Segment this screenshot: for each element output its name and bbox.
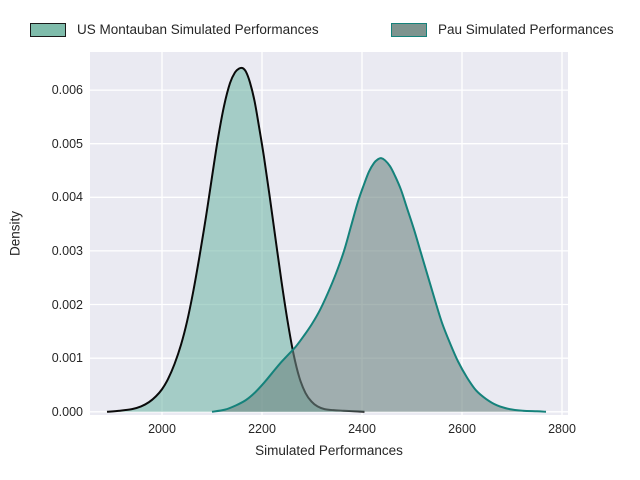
y-tick-label: 0.000 [51,404,83,419]
x-axis-title: Simulated Performances [255,443,403,458]
y-tick-label: 0.002 [51,297,83,312]
x-tick-label: 2000 [148,422,176,436]
kde-fill-montauban [107,67,365,412]
legend-swatch-montauban [30,22,66,37]
kde-plot [90,52,568,415]
x-tick-label: 2200 [248,422,276,436]
plot-area [90,52,568,415]
legend-swatch-pau [391,22,427,37]
legend-label-montauban: US Montauban Simulated Performances [77,22,319,37]
x-tick-label: 2400 [348,422,376,436]
kde-line-pau [211,157,547,413]
legend-item-montauban: US Montauban Simulated Performances [30,21,319,38]
legend-item-pau: Pau Simulated Performances [391,21,614,38]
y-tick-label: 0.004 [51,190,83,205]
x-tick-label: 2600 [448,422,476,436]
y-tick-label: 0.001 [51,351,83,366]
y-tick-label: 0.006 [51,83,83,98]
legend-label-pau: Pau Simulated Performances [438,22,614,37]
y-axis-title: Density [7,211,23,257]
y-tick-label: 0.003 [51,243,83,258]
x-tick-label: 2800 [548,422,576,436]
y-tick-label: 0.005 [51,136,83,151]
